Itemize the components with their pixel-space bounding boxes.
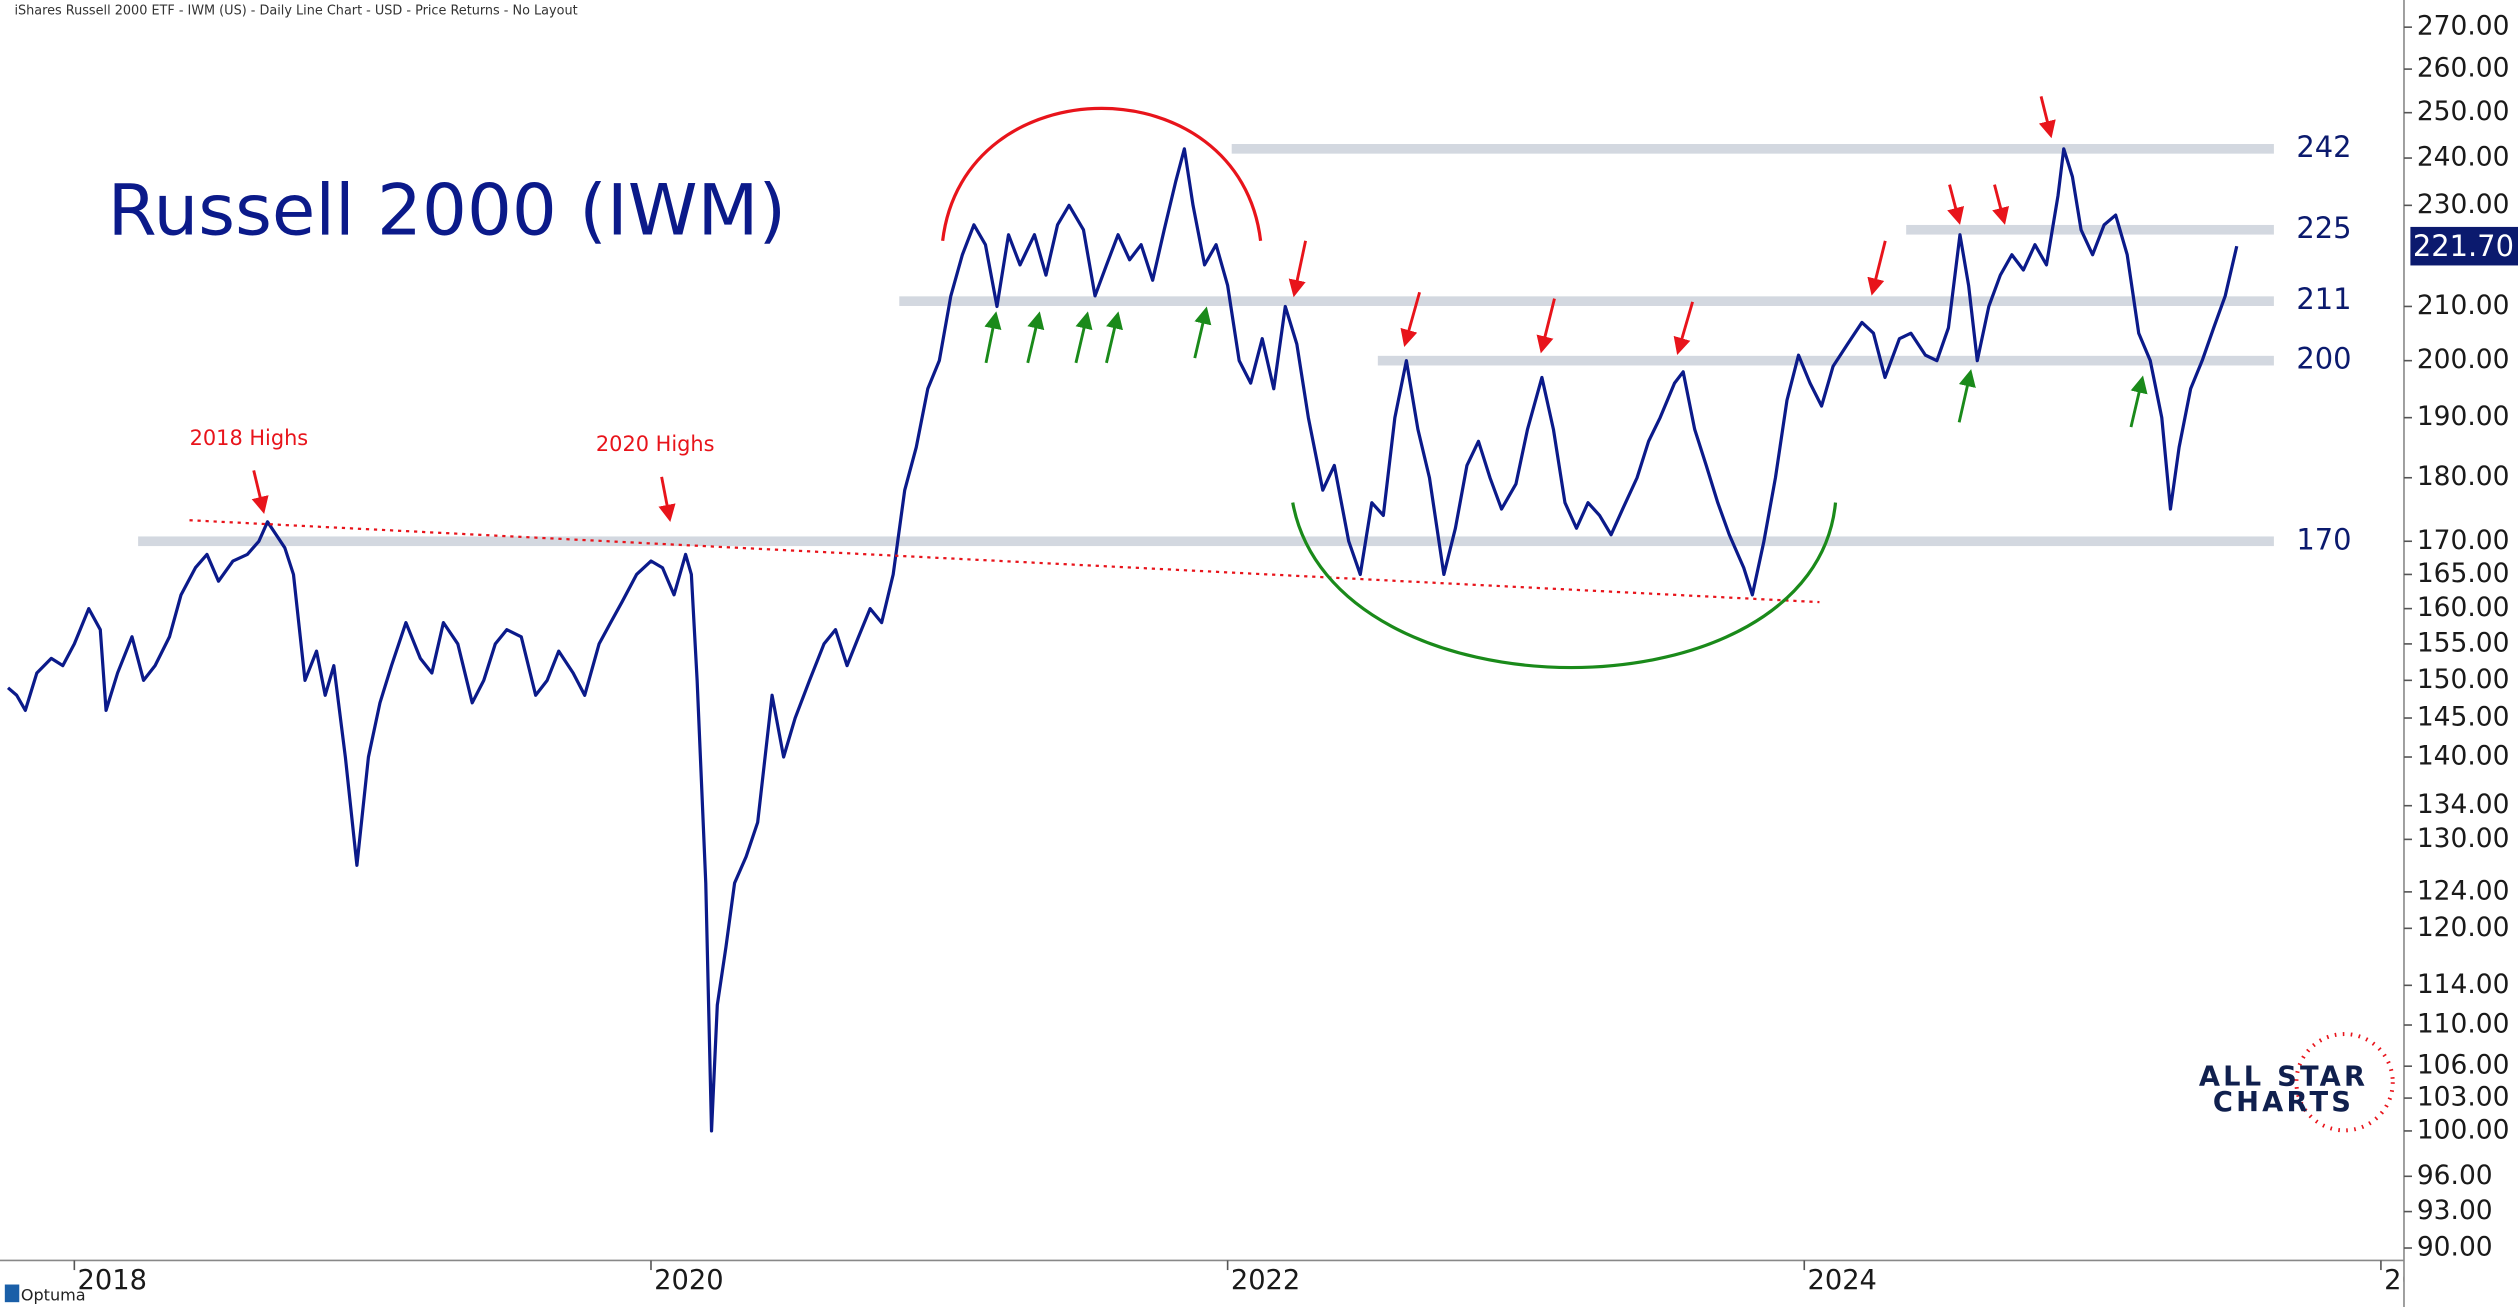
last-value-box	[2410, 226, 2518, 266]
platform-label: Optuma	[21, 1286, 86, 1305]
level-band	[899, 296, 2274, 306]
y-tick-label: 145.00	[2417, 702, 2510, 733]
base-arc	[1291, 502, 1838, 669]
y-tick-label: 160.00	[2417, 592, 2510, 623]
x-tick-label: 2020	[654, 1265, 723, 1296]
y-axis-panel	[2403, 0, 2518, 1307]
x-tick-label: 2026	[2384, 1265, 2453, 1296]
y-tick-label: 103.00	[2417, 1082, 2510, 1113]
y-tick-label: 180.00	[2417, 461, 2510, 492]
y-tick-label: 93.00	[2417, 1195, 2493, 1226]
y-tick-label: 124.00	[2417, 875, 2510, 906]
top-arc	[941, 106, 1263, 242]
y-tick-label: 110.00	[2417, 1009, 2510, 1040]
level-label: 211	[2296, 282, 2351, 316]
y-tick-label: 140.00	[2417, 741, 2510, 772]
level-label: 225	[2296, 211, 2351, 245]
chart-title: iShares Russell 2000 ETF - IWM (US) - Da…	[14, 3, 577, 18]
level-label: 200	[2296, 342, 2351, 376]
red-arrows	[251, 95, 2056, 523]
x-axis-band	[0, 1260, 2404, 1307]
level-label: 242	[2296, 130, 2351, 164]
brand-logo: ALL STAR CHARTS	[2199, 1032, 2395, 1133]
y-tick-label: 114.00	[2417, 969, 2510, 1000]
y-tick-label: 106.00	[2417, 1050, 2510, 1081]
y-tick-label: 130.00	[2417, 823, 2510, 854]
y-tick-label: 270.00	[2417, 11, 2510, 42]
plot-area	[6, 147, 2239, 1133]
level-band	[1231, 144, 2274, 154]
y-tick-label: 200.00	[2417, 344, 2510, 375]
y-tick-label: 120.00	[2417, 912, 2510, 943]
level-bands: 242 225 211 200 170	[138, 130, 2352, 556]
y-tick-label: 165.00	[2417, 558, 2510, 589]
x-axis: 2018 2020 2022 2024 2026	[73, 1260, 2453, 1296]
brand-text: CHARTS	[2213, 1087, 2354, 1118]
y-tick-label: 134.00	[2417, 789, 2510, 820]
y-tick-label: 230.00	[2417, 189, 2510, 220]
y-tick-label: 170.00	[2417, 525, 2510, 556]
y-tick-label: 96.00	[2417, 1160, 2493, 1191]
trend-line	[189, 519, 1820, 604]
y-tick-label: 240.00	[2417, 142, 2510, 173]
y-tick-label: 150.00	[2417, 664, 2510, 695]
green-arrows	[984, 306, 2148, 428]
y-tick-label: 155.00	[2417, 627, 2510, 658]
y-tick-label: 250.00	[2417, 96, 2510, 127]
x-tick-label: 2018	[78, 1265, 147, 1296]
y-tick-label: 190.00	[2417, 401, 2510, 432]
y-tick-label: 210.00	[2417, 290, 2510, 321]
price-line	[6, 147, 2239, 1133]
y-tick-label: 90.00	[2417, 1232, 2493, 1263]
annotation: 2018 Highs	[190, 426, 309, 450]
last-value-label: 221.70	[2413, 229, 2514, 263]
x-tick-label: 2024	[1807, 1265, 1876, 1296]
level-band	[1377, 355, 2274, 366]
y-tick-label: 260.00	[2417, 53, 2510, 84]
heading: Russell 2000 (IWM)	[108, 168, 786, 251]
level-band	[138, 536, 2274, 547]
x-tick-label: 2022	[1231, 1265, 1300, 1296]
annotation: 2020 Highs	[596, 432, 715, 456]
y-axis: 270.00 260.00 250.00 240.00 230.00 210.00 200.…	[2403, 11, 2518, 1263]
brand-text: ALL STAR	[2199, 1061, 2368, 1092]
platform-icon	[4, 1284, 20, 1303]
y-tick-label: 100.00	[2417, 1114, 2510, 1145]
level-label: 170	[2296, 522, 2351, 556]
level-band	[1906, 224, 2274, 235]
